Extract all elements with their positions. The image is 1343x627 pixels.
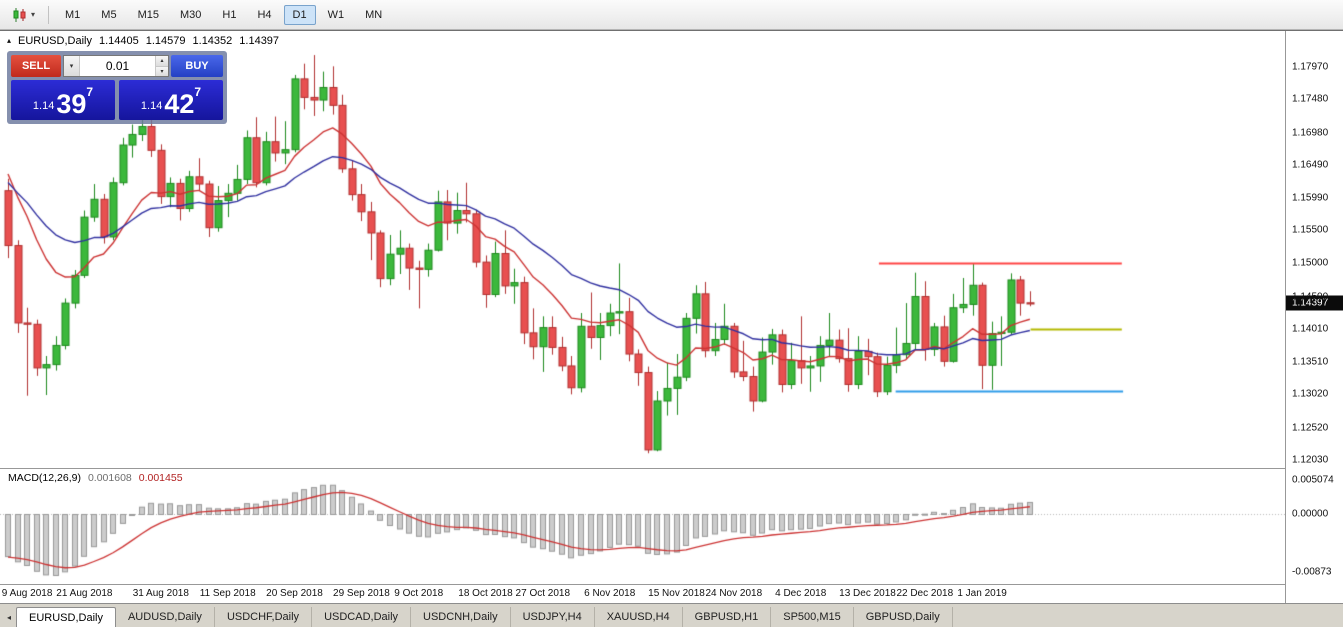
price-axis-tick: 1.17970	[1292, 61, 1329, 73]
timeframe-button-w1[interactable]: W1	[327, 8, 345, 21]
date-axis-tick: 24 Nov 2018	[705, 588, 763, 599]
price-axis-tick: 1.13510	[1292, 356, 1329, 368]
date-axis-tick: 18 Oct 2018	[458, 588, 513, 599]
buy-price-big-digits: 42	[164, 89, 195, 120]
chart-type-button[interactable]: ▾	[6, 3, 41, 27]
price-axis-tick: 1.12520	[1292, 422, 1329, 433]
chart-tab-audusd-daily[interactable]: AUDUSD,Daily	[116, 607, 215, 627]
volume-stepper: ▴ ▾	[155, 56, 168, 76]
macd-main-value: 0.001608	[87, 472, 132, 484]
buy-price-prefix: 1.14	[140, 100, 163, 112]
date-axis-tick: 31 Aug 2018	[132, 588, 189, 599]
volume-dropdown-icon[interactable]: ▾	[64, 56, 80, 76]
volume-decrease-icon[interactable]: ▾	[156, 66, 168, 76]
chart-tab-usdcnh-daily[interactable]: USDCNH,Daily	[411, 607, 511, 627]
date-axis-tick: 13 Dec 2018	[839, 588, 896, 599]
date-axis-tick: 1 Jan 2019	[957, 588, 1007, 599]
chart-symbol-label: EURUSD,Daily	[18, 35, 92, 47]
chart-tab-gbpusd-daily[interactable]: GBPUSD,Daily	[854, 607, 953, 627]
ohlc-open-value: 1.14405	[98, 35, 139, 47]
date-axis-tick: 6 Nov 2018	[584, 588, 636, 599]
sell-price-big-digits: 39	[56, 89, 87, 120]
pane-separator[interactable]	[0, 468, 1343, 469]
price-axis-tick: 1.16490	[1292, 159, 1329, 171]
chart-window: ▴ EURUSD,Daily 1.14405 1.14579 1.14352 1…	[0, 30, 1343, 604]
price-axis-tick: 1.15000	[1292, 257, 1329, 269]
timeframes-toolbar: ▾ M1 M5 M15 M30 H1 H4 D1 W1 MN	[0, 0, 1343, 30]
volume-field: ▾ 0.01 ▴ ▾	[63, 55, 169, 77]
date-axis-tick: 22 Dec 2018	[896, 588, 954, 599]
macd-indicator-canvas[interactable]	[0, 469, 1285, 584]
price-axis-tick: 1.14500	[1292, 291, 1329, 302]
one-click-collapse-icon[interactable]: ▴	[7, 36, 12, 45]
chart-tabs-bar: ◂ EURUSD,Daily AUDUSD,Daily USDCHF,Daily US…	[0, 603, 1343, 627]
timeframe-button-m30[interactable]: M30	[179, 8, 202, 21]
chart-tab-sp500-m15[interactable]: SP500,M15	[771, 607, 854, 627]
chart-tab-gbpusd-h1[interactable]: GBPUSD,H1	[683, 607, 772, 627]
one-click-trading-panel: SELL ▾ 0.01 ▴ ▾ BUY 1.14 39 7	[7, 51, 227, 124]
date-axis-tick: 4 Dec 2018	[775, 588, 827, 599]
macd-axis-tick: 0.00000	[1292, 508, 1329, 520]
ohlc-close-value: 1.14397	[239, 35, 280, 47]
price-axis-tick: 1.13020	[1292, 388, 1329, 400]
volume-increase-icon[interactable]: ▴	[156, 56, 168, 67]
macd-axis-tick: 0.005074	[1292, 474, 1334, 486]
buy-button[interactable]: BUY	[171, 55, 223, 77]
ohlc-low-value: 1.14352	[192, 35, 233, 47]
current-price-badge: 1.14397	[1286, 295, 1343, 311]
date-axis-tick: 9 Aug 2018	[1, 588, 53, 599]
date-axis[interactable]: 9 Aug 2018 21 Aug 2018 31 Aug 2018 11 Sep 2…	[0, 585, 1285, 604]
timeframe-button-h1[interactable]: H1	[222, 8, 237, 21]
macd-indicator-label: MACD(12,26,9) 0.001608 0.001455	[8, 472, 183, 484]
sell-price-button[interactable]: 1.14 39 7	[11, 80, 115, 120]
timeframe-button-m5[interactable]: M5	[101, 8, 117, 21]
buy-price-button[interactable]: 1.14 42 7	[119, 80, 223, 120]
date-axis-tick: 11 Sep 2018	[199, 588, 256, 599]
sell-price-pipette: 7	[86, 85, 94, 99]
price-axis-separator	[1285, 31, 1286, 604]
price-axis-tick: 1.17480	[1292, 93, 1329, 105]
price-axis-tick: 1.14010	[1292, 323, 1329, 335]
chart-tab-eurusd-daily[interactable]: EURUSD,Daily	[16, 607, 116, 627]
date-axis-tick: 9 Oct 2018	[394, 588, 444, 599]
candlestick-chart-icon	[13, 7, 26, 22]
price-axis[interactable]: 1.14397 1.17970 1.17480 1.16980 1.16490 1.15…	[1286, 31, 1343, 604]
date-axis-tick: 27 Oct 2018	[515, 588, 571, 599]
sell-button[interactable]: SELL	[11, 55, 61, 77]
date-axis-tick: 20 Sep 2018	[266, 588, 323, 599]
macd-signal-value: 0.001455	[138, 472, 183, 484]
price-axis-tick: 1.15500	[1292, 224, 1329, 236]
date-axis-tick: 29 Sep 2018	[333, 588, 390, 599]
price-axis-tick: 1.15990	[1292, 192, 1329, 204]
chart-tab-usdjpy-h4[interactable]: USDJPY,H4	[511, 607, 595, 627]
timeframe-button-m1[interactable]: M1	[65, 8, 81, 21]
toolbar-separator	[48, 5, 50, 24]
macd-name: MACD(12,26,9)	[8, 472, 81, 484]
ohlc-high-value: 1.14579	[145, 35, 186, 47]
date-axis-tick: 21 Aug 2018	[56, 588, 113, 599]
volume-input[interactable]: 0.01	[105, 59, 130, 73]
timeframe-button-m15[interactable]: M15	[137, 8, 159, 21]
timeframe-button-mn[interactable]: MN	[365, 8, 383, 21]
price-axis-tick: 1.16980	[1292, 127, 1329, 138]
chart-tab-usdchf-daily[interactable]: USDCHF,Daily	[215, 607, 313, 627]
chart-ohlc-header: ▴ EURUSD,Daily 1.14405 1.14579 1.14352 1…	[7, 35, 279, 47]
price-axis-tick: 1.12030	[1292, 454, 1329, 466]
date-axis-tick: 15 Nov 2018	[648, 588, 705, 599]
buy-price-pipette: 7	[194, 85, 202, 99]
macd-axis-tick: -0.00873	[1292, 566, 1332, 578]
chart-tab-xauusd-h4[interactable]: XAUUSD,H4	[595, 607, 683, 627]
timeframe-button-group: M1 M5 M15 M30 H1 H4 D1 W1 MN	[56, 4, 394, 25]
chevron-down-icon: ▾	[31, 9, 36, 19]
axis-separator	[0, 584, 1343, 585]
timeframe-button-h4[interactable]: H4	[257, 8, 272, 21]
chart-tab-usdcad-daily[interactable]: USDCAD,Daily	[312, 607, 412, 627]
timeframe-button-d1[interactable]: D1	[283, 4, 316, 25]
sell-price-prefix: 1.14	[32, 100, 55, 112]
tab-scroll-left-icon[interactable]: ◂	[6, 612, 11, 622]
